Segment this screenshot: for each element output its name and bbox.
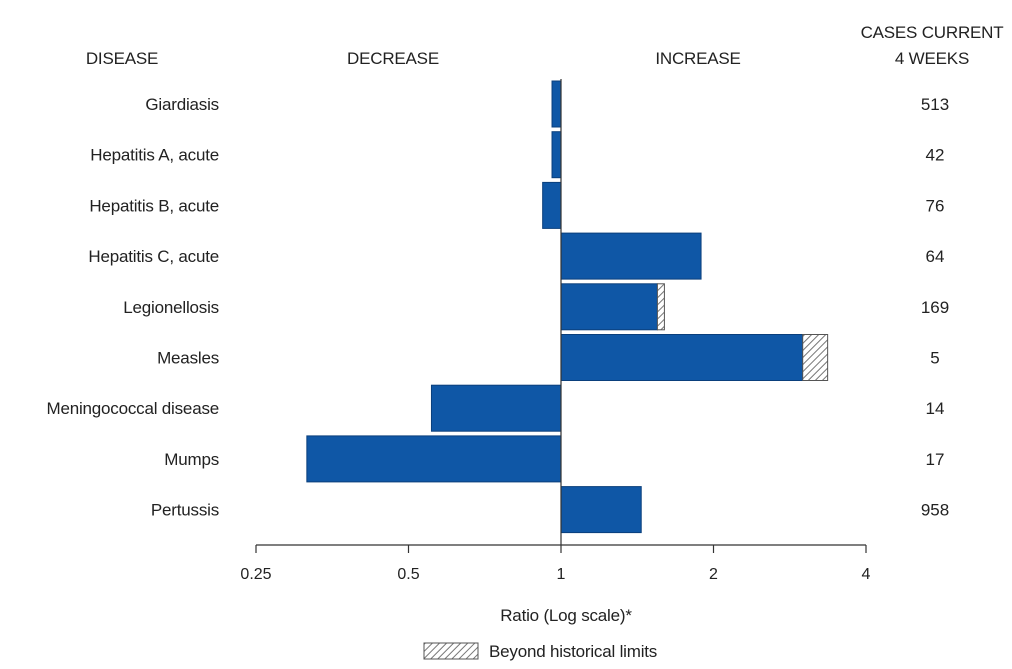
header-decrease: DECREASE	[347, 49, 439, 68]
bar-meningococcal-disease	[430, 384, 562, 432]
cases-hepatitis-b-acute: 76	[926, 196, 945, 215]
x-axis-label: Ratio (Log scale)*	[500, 606, 632, 625]
cases-legionellosis: 169	[921, 298, 949, 317]
disease-label-hepatitis-b-acute: Hepatitis B, acute	[89, 196, 219, 215]
disease-label-meningococcal-disease: Meningococcal disease	[46, 399, 219, 418]
cases-pertussis: 958	[921, 501, 949, 520]
x-tick-label-0: 0.25	[240, 566, 271, 583]
legend-hatch-swatch	[423, 642, 479, 660]
bar-legionellosis	[560, 283, 658, 331]
cases-giardiasis: 513	[921, 95, 949, 114]
disease-label-hepatitis-c-acute: Hepatitis C, acute	[88, 247, 219, 266]
disease-label-legionellosis: Legionellosis	[123, 298, 219, 317]
bar-mumps	[306, 435, 562, 483]
cases-mumps: 17	[926, 450, 945, 469]
bar-hepatitis-b-acute	[542, 181, 562, 229]
bar-hepatitis-c-acute	[560, 232, 702, 280]
legend-label: Beyond historical limits	[489, 642, 657, 661]
bar-hepatitis-a-acute	[551, 131, 562, 179]
bar-beyond-limits-measles	[802, 334, 829, 381]
x-axis: 0.25 0.5 1 2 4	[240, 544, 871, 583]
cases-hepatitis-a-acute: 42	[926, 146, 945, 165]
bar-rows: Giardiasis 513 Hepatitis A, acute 42 Hepatit…	[46, 80, 949, 534]
disease-label-mumps: Mumps	[164, 450, 219, 469]
cases-hepatitis-c-acute: 64	[926, 247, 945, 266]
x-tick-label-1: 0.5	[397, 566, 419, 583]
bar-beyond-limits-legionellosis	[656, 283, 665, 331]
header-disease: DISEASE	[86, 49, 158, 68]
x-tick-label-4: 4	[862, 566, 871, 583]
bar-giardiasis	[551, 80, 562, 128]
header-cases-line2: 4 WEEKS	[895, 49, 969, 68]
disease-label-measles: Measles	[157, 349, 219, 368]
disease-label-giardiasis: Giardiasis	[145, 95, 219, 114]
cases-meningococcal-disease: 14	[926, 399, 945, 418]
legend: Beyond historical limits	[423, 642, 657, 661]
bar-measles	[560, 334, 804, 381]
disease-label-pertussis: Pertussis	[151, 501, 219, 520]
x-tick-label-2: 1	[557, 566, 566, 583]
cases-measles: 5	[930, 349, 939, 368]
x-tick-label-3: 2	[709, 566, 718, 583]
header-cases-line1: CASES CURRENT	[861, 23, 1004, 42]
bar-pertussis	[560, 486, 642, 534]
header-increase: INCREASE	[655, 49, 740, 68]
disease-label-hepatitis-a-acute: Hepatitis A, acute	[90, 146, 219, 165]
